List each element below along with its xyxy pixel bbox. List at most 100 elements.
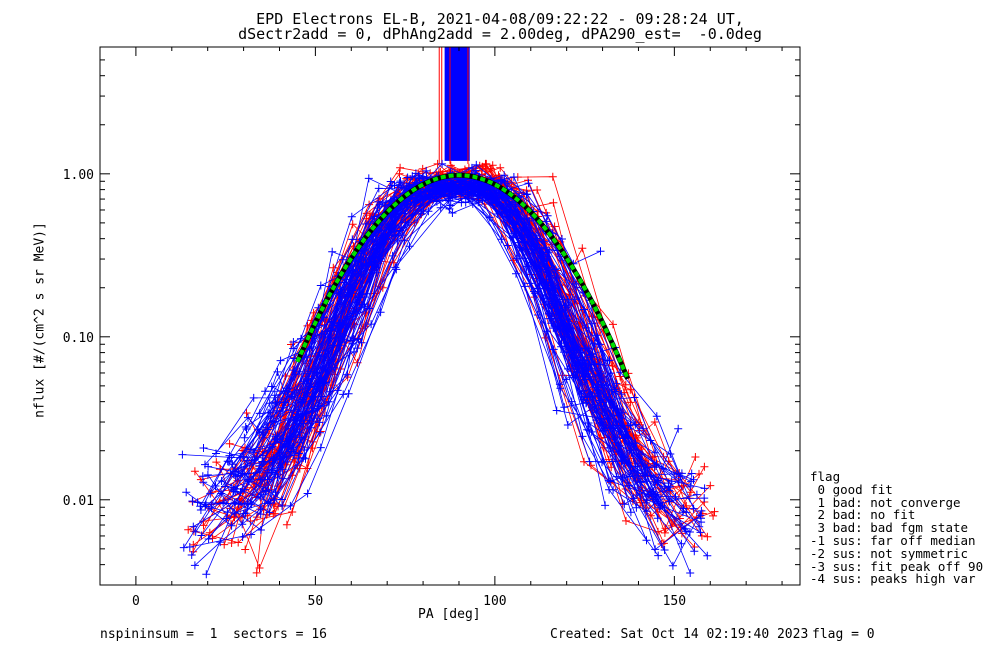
- data-point-marker: [378, 198, 387, 207]
- data-point-marker: [324, 397, 333, 406]
- data-point-marker: [366, 211, 374, 220]
- data-point-marker: [445, 204, 454, 213]
- axes-layer: 0 50 100 150 0.01 0.10 1.00: [63, 46, 801, 609]
- data-point-marker: [241, 545, 250, 554]
- data-point-marker: [229, 487, 238, 496]
- data-point-marker: [283, 387, 292, 396]
- data-point-marker: [571, 295, 579, 304]
- data-point-marker: [478, 162, 487, 171]
- data-point-marker: [580, 375, 589, 384]
- data-point-marker: [228, 460, 237, 469]
- data-point-marker: [353, 344, 362, 353]
- data-point-marker: [700, 484, 709, 493]
- data-point-marker: [336, 288, 345, 297]
- data-point-marker: [540, 237, 549, 246]
- data-point-marker: [281, 439, 290, 448]
- data-point-marker: [599, 415, 608, 423]
- data-point-marker: [378, 233, 387, 242]
- data-point-marker: [633, 462, 642, 471]
- data-point-marker: [587, 427, 596, 436]
- footer-created: Created: Sat Oct 14 02:19:40 2023: [550, 627, 809, 642]
- data-point-marker: [697, 531, 706, 540]
- data-point-marker: [636, 478, 645, 487]
- data-point-marker: [560, 348, 568, 357]
- data-point-marker: [414, 171, 423, 180]
- data-point-marker: [533, 287, 542, 296]
- data-point-marker: [346, 280, 355, 289]
- data-point-marker: [190, 467, 199, 476]
- data-point-marker: [204, 535, 213, 543]
- data-point-marker: [448, 193, 457, 202]
- data-point-marker: [360, 300, 368, 309]
- data-point-marker: [700, 494, 709, 503]
- data-point-marker: [299, 377, 308, 386]
- data-point-marker: [316, 443, 325, 452]
- data-point-marker: [632, 503, 641, 512]
- data-point-marker: [498, 176, 507, 185]
- data-point-marker: [620, 500, 629, 509]
- x-tick-label: 100: [483, 594, 506, 609]
- data-point-marker: [643, 463, 652, 472]
- data-point-marker: [259, 490, 268, 499]
- data-point-marker: [308, 411, 316, 420]
- data-point-marker: [646, 436, 655, 445]
- data-point-marker: [227, 521, 236, 530]
- series-trace-red: [192, 177, 635, 552]
- y-tick-label: 0.01: [63, 494, 94, 509]
- series-trace-blue: [257, 185, 606, 431]
- data-point-marker: [422, 166, 431, 175]
- data-point-marker: [241, 423, 250, 431]
- data-point-marker: [182, 488, 191, 497]
- data-point-marker: [710, 507, 719, 516]
- data-point-marker: [677, 469, 686, 478]
- series-trace-blue: [205, 187, 697, 575]
- data-point-marker: [436, 203, 445, 212]
- series-trace-blue: [243, 185, 610, 515]
- data-point-marker: [563, 421, 572, 429]
- data-point-marker: [609, 424, 617, 433]
- data-point-marker: [292, 417, 301, 425]
- data-point-marker: [253, 425, 262, 434]
- data-point-marker: [367, 320, 376, 329]
- data-point-marker: [706, 481, 715, 490]
- data-point-marker: [700, 462, 709, 471]
- data-point-marker: [374, 184, 383, 193]
- data-point-marker: [322, 411, 331, 420]
- data-point-marker: [234, 500, 243, 509]
- data-point-marker: [196, 506, 205, 514]
- data-point-marker: [563, 295, 572, 304]
- x-tick-label: 50: [308, 594, 324, 609]
- data-point-marker: [386, 177, 395, 186]
- data-point-marker: [256, 510, 265, 519]
- data-point-marker: [430, 186, 439, 195]
- data-point-marker: [295, 428, 304, 437]
- data-point-marker: [642, 536, 651, 545]
- flag-legend: flag 0 good fit 1 bad: not converge 2 ba…: [810, 470, 983, 586]
- data-point-marker: [596, 247, 605, 256]
- data-point-marker: [598, 458, 606, 467]
- data-point-marker: [288, 508, 297, 516]
- data-point-marker: [488, 161, 497, 170]
- data-point-marker: [649, 487, 658, 496]
- data-point-marker: [273, 399, 282, 408]
- data-point-marker: [400, 236, 409, 245]
- data-point-marker: [612, 379, 621, 388]
- data-point-marker: [255, 564, 264, 572]
- data-point-marker: [535, 281, 544, 290]
- data-point-marker: [238, 520, 247, 529]
- data-point-marker: [348, 235, 357, 244]
- data-point-marker: [665, 486, 674, 495]
- data-point-marker: [674, 424, 683, 433]
- data-point-marker: [354, 293, 363, 302]
- data-point-marker: [626, 508, 635, 517]
- data-point-marker: [189, 540, 198, 549]
- data-point-marker: [687, 477, 696, 486]
- data-point-marker: [418, 164, 427, 173]
- data-point-marker: [376, 308, 385, 317]
- data-point-marker: [583, 393, 592, 402]
- data-point-marker: [244, 413, 252, 422]
- data-point-marker: [199, 521, 208, 530]
- data-point-marker: [412, 191, 421, 200]
- data-point-marker: [212, 458, 221, 467]
- data-point-marker: [338, 255, 347, 264]
